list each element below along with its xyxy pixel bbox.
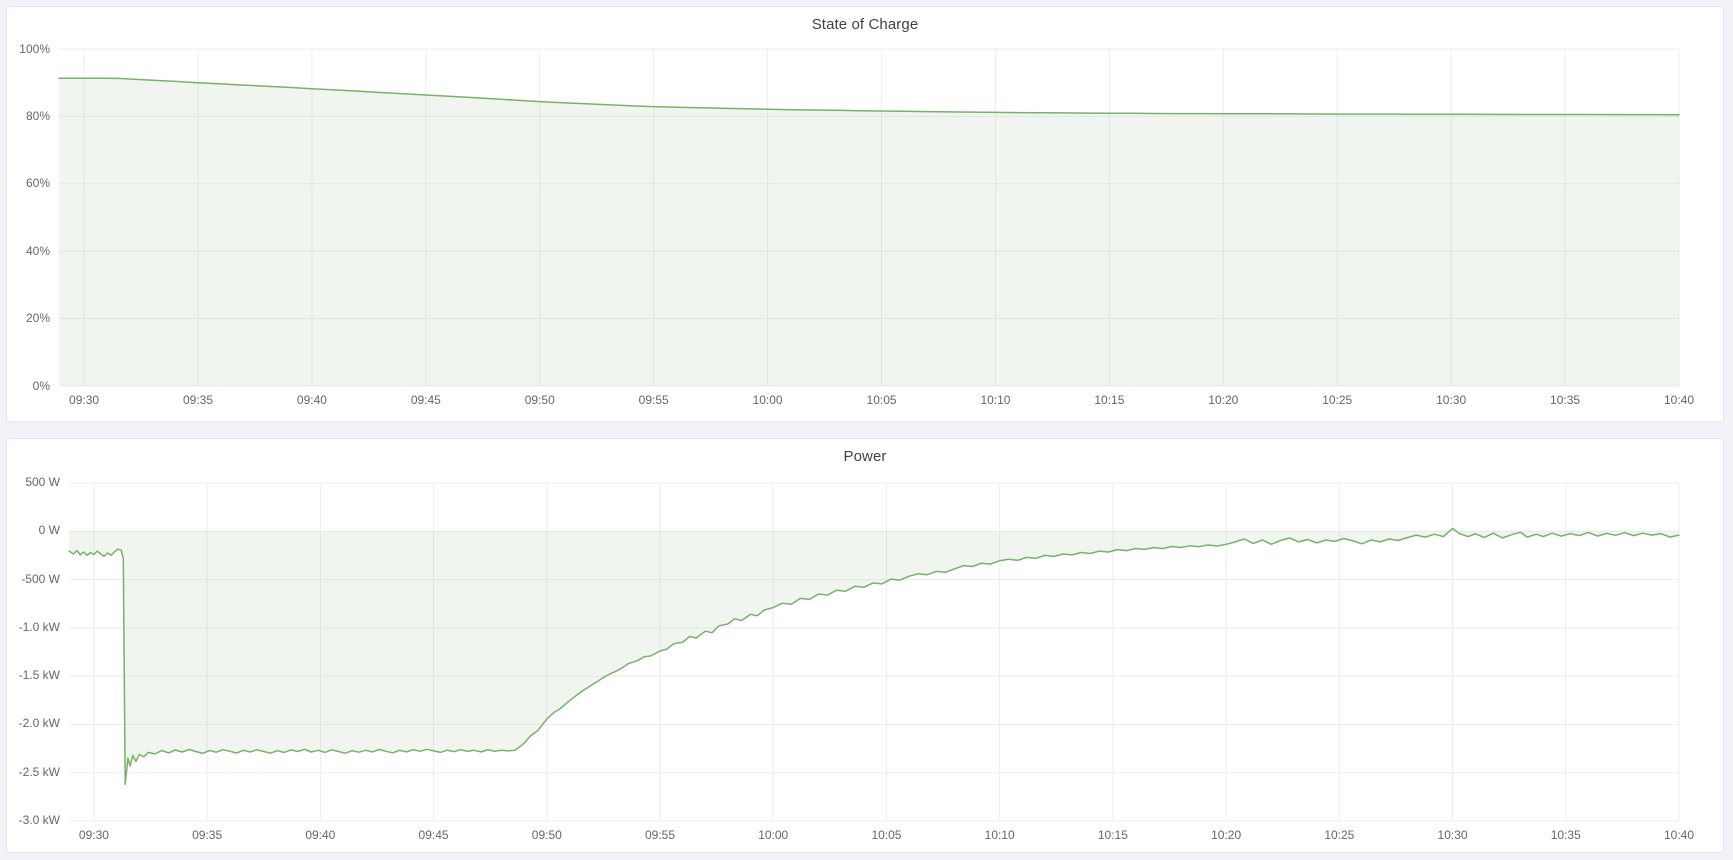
x-tick-label: 09:50 [524, 393, 555, 407]
x-tick-label: 09:40 [305, 827, 336, 842]
power-series-line [68, 527, 1680, 785]
state-of-charge-series-line [58, 77, 1680, 116]
y-tick-label: 100% [19, 41, 50, 56]
x-tick-label: 10:15 [1094, 393, 1125, 407]
x-tick-label: 09:45 [418, 827, 449, 842]
power-canvas [68, 482, 1680, 821]
x-tick-label: 09:55 [644, 827, 676, 842]
x-tick-label: 09:35 [192, 827, 223, 842]
state-of-charge-canvas [58, 48, 1680, 387]
x-tick-label: 10:40 [1663, 827, 1695, 842]
x-tick-label: 10:05 [866, 393, 897, 407]
y-tick-label: 60% [25, 176, 50, 191]
x-tick-label: 10:30 [1437, 827, 1468, 842]
y-tick-label: 0 W [38, 523, 60, 538]
x-tick-label: 10:00 [758, 827, 789, 842]
x-tick-label: 10:15 [1097, 827, 1128, 842]
x-tick-label: 10:10 [980, 393, 1011, 407]
panel-state-of-charge: State of Charge 09:30 09:35 09:40 09:45 09:5… [6, 6, 1724, 422]
y-tick-label: -2.5 kW [18, 764, 60, 779]
panel-power: Power 09:30 09:35 09:40 09:45 09:50 09:55 10:0… [6, 437, 1724, 853]
state-of-charge-area-fill [59, 78, 1679, 387]
x-tick-label: 10:25 [1322, 393, 1353, 407]
x-tick-label: 09:45 [410, 393, 441, 407]
y-tick-label: -3.0 kW [18, 813, 60, 827]
x-tick-label: 09:40 [296, 393, 327, 407]
x-tick-label: 10:20 [1208, 393, 1239, 407]
x-tick-label: 10:35 [1550, 827, 1581, 842]
y-tick-label: 0% [32, 378, 50, 393]
y-tick-label: 20% [25, 311, 50, 326]
x-tick-label: 10:05 [871, 827, 902, 842]
x-tick-label: 09:30 [69, 393, 100, 407]
y-tick-label: 40% [25, 243, 50, 258]
x-tick-label: 10:40 [1663, 393, 1695, 407]
y-tick-label: 80% [25, 108, 50, 123]
x-tick-label: 10:10 [984, 827, 1015, 842]
power-area-fill [69, 527, 1679, 784]
y-tick-label: -500 W [21, 571, 60, 586]
x-tick-label: 10:35 [1550, 393, 1581, 407]
panel-title-state-of-charge[interactable]: State of Charge [811, 16, 919, 33]
state-of-charge-chart[interactable]: 09:30 09:35 09:40 09:45 09:50 09:55 10:00 10:05… [7, 7, 1723, 421]
x-tick-label: 10:00 [752, 393, 783, 407]
panel-title-power[interactable]: Power [843, 447, 887, 465]
x-tick-label: 09:50 [531, 827, 562, 842]
y-tick-label: -1.0 kW [18, 619, 60, 634]
power-chart[interactable]: 09:30 09:35 09:40 09:45 09:50 09:55 10:00 10:05… [7, 439, 1723, 853]
x-tick-label: 09:35 [182, 393, 213, 407]
dashboard: State of Charge 09:30 09:35 09:40 09:45 09:5… [6, 6, 1724, 853]
x-tick-label: 10:30 [1436, 393, 1467, 407]
x-tick-label: 10:20 [1211, 827, 1242, 842]
x-tick-label: 10:25 [1324, 827, 1355, 842]
y-tick-label: 500 W [25, 475, 60, 489]
x-tick-label: 09:55 [638, 393, 669, 407]
y-tick-label: -2.0 kW [18, 716, 60, 731]
y-tick-label: -1.5 kW [18, 668, 60, 683]
x-tick-label: 09:30 [78, 827, 109, 842]
